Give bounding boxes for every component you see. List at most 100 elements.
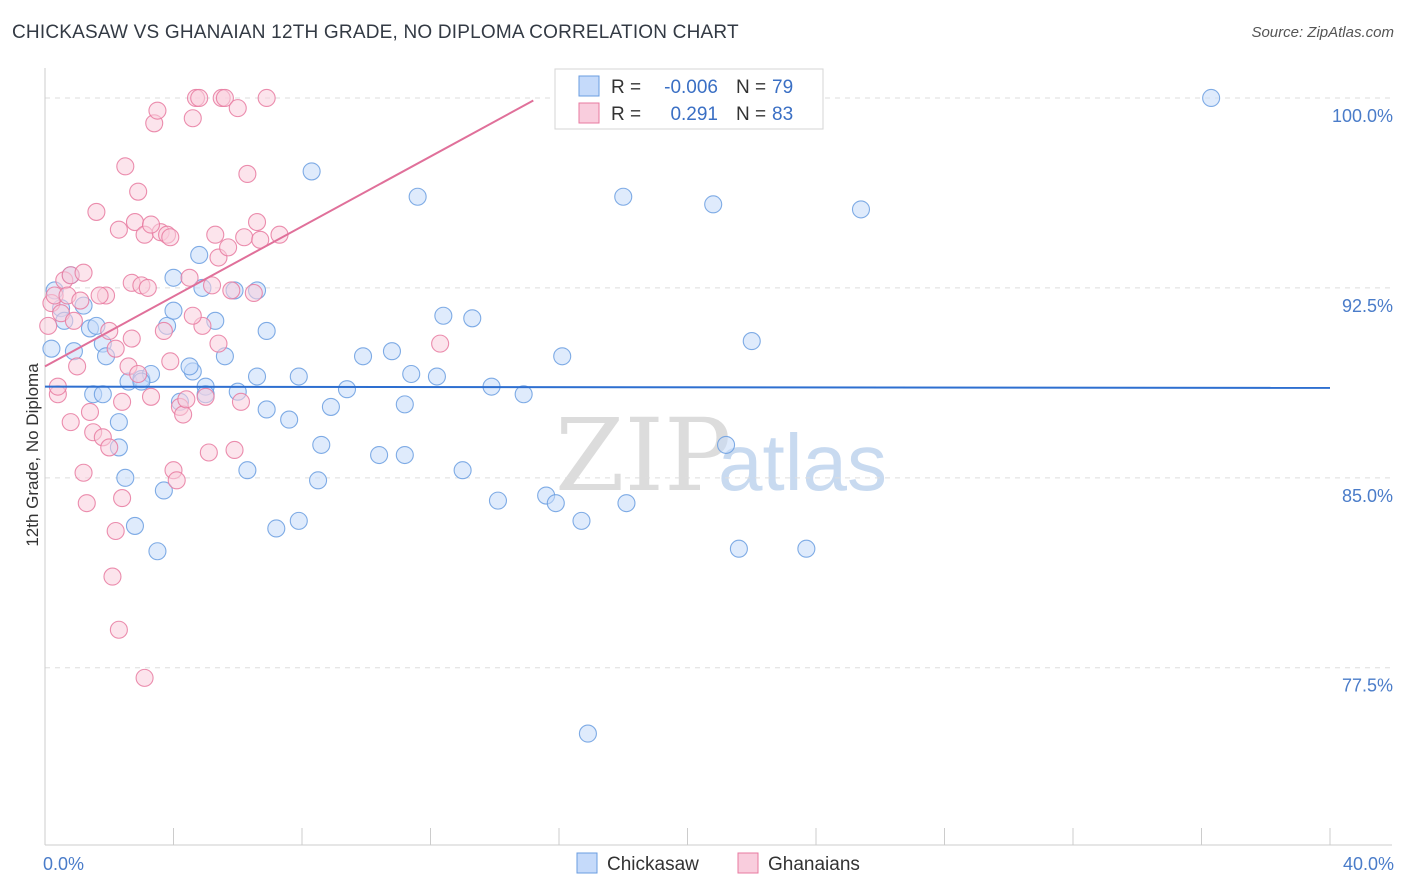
- point-chickasaw: [148, 542, 167, 561]
- point-ghanaians: [231, 392, 251, 411]
- point-chickasaw: [851, 200, 871, 219]
- y-tick-label: 100.0%: [1332, 106, 1393, 126]
- legend-n-label: N =: [736, 104, 766, 125]
- point-chickasaw: [434, 306, 453, 325]
- legend-r-label: R =: [611, 77, 641, 98]
- trend-lines: [44, 99, 1331, 389]
- y-tick-label: 92.5%: [1342, 296, 1393, 316]
- point-ghanaians: [64, 311, 83, 330]
- point-chickasaw: [164, 268, 183, 287]
- point-chickasaw: [716, 435, 736, 454]
- bottom-legend-label-chickasaw: Chickasaw: [607, 854, 699, 875]
- y-tick-label: 85.0%: [1342, 486, 1393, 506]
- point-ghanaians: [148, 101, 167, 120]
- point-chickasaw: [1202, 88, 1221, 108]
- grid-lines: [45, 97, 1392, 669]
- point-ghanaians: [100, 438, 119, 457]
- point-ghanaians: [215, 88, 234, 108]
- point-chickasaw: [572, 511, 591, 530]
- point-ghanaians: [113, 489, 132, 508]
- point-chickasaw: [402, 364, 421, 384]
- point-chickasaw: [42, 339, 61, 358]
- point-ghanaians: [106, 521, 125, 541]
- point-ghanaians: [174, 405, 193, 424]
- point-chickasaw: [337, 380, 357, 399]
- point-ghanaians: [257, 88, 276, 108]
- point-ghanaians: [74, 463, 93, 482]
- point-chickasaw: [289, 367, 308, 386]
- point-ghanaians: [228, 99, 247, 118]
- point-ghanaians: [129, 182, 148, 201]
- point-ghanaians: [68, 357, 87, 376]
- legend-n-value-ghanaians: 83: [772, 104, 793, 125]
- point-ghanaians: [183, 109, 202, 128]
- point-ghanaians: [39, 316, 58, 335]
- point-ghanaians: [244, 283, 263, 303]
- watermark-zip: ZIP: [555, 397, 731, 514]
- point-ghanaians: [225, 440, 244, 460]
- point-ghanaians: [177, 390, 196, 409]
- point-ghanaians: [209, 334, 228, 353]
- point-chickasaw: [247, 367, 267, 386]
- point-chickasaw: [729, 539, 748, 558]
- legend-box: [554, 68, 824, 130]
- legend-swatch-chickasaw: [578, 75, 600, 97]
- point-ghanaians: [154, 321, 173, 341]
- x-tick-label: 40.0%: [1343, 854, 1394, 874]
- point-ghanaians: [80, 402, 100, 422]
- point-ghanaians: [129, 364, 148, 384]
- series-ghanaians-points: [39, 88, 450, 687]
- point-chickasaw: [427, 367, 446, 386]
- point-ghanaians: [141, 387, 161, 406]
- bottom-legend-swatch-ghanaians: [737, 852, 759, 874]
- point-ghanaians: [87, 202, 106, 221]
- bottom-legend-label-ghanaians: Ghanaians: [768, 854, 860, 875]
- point-ghanaians: [183, 306, 202, 325]
- legend-r-label: R =: [611, 104, 641, 125]
- point-chickasaw: [408, 187, 427, 206]
- point-chickasaw: [382, 342, 402, 361]
- legend-n-value-chickasaw: 79: [772, 77, 793, 98]
- point-ghanaians: [235, 228, 254, 247]
- point-ghanaians: [109, 620, 128, 639]
- point-ghanaians: [161, 352, 180, 371]
- point-ghanaians: [90, 286, 109, 305]
- point-chickasaw: [257, 400, 276, 419]
- point-chickasaw: [93, 385, 112, 404]
- point-ghanaians: [138, 278, 157, 297]
- point-chickasaw: [321, 397, 340, 416]
- point-chickasaw: [312, 435, 331, 454]
- point-ghanaians: [116, 157, 135, 176]
- point-ghanaians: [71, 291, 90, 310]
- point-ghanaians: [238, 164, 257, 184]
- point-ghanaians: [113, 392, 132, 411]
- point-chickasaw: [164, 301, 183, 320]
- y-axis-label: 12th Grade, No Diploma: [23, 363, 42, 547]
- watermark-atlas: atlas: [718, 418, 887, 507]
- chart-title: CHICKASAW VS GHANAIAN 12TH GRADE, NO DIP…: [12, 22, 739, 43]
- point-ghanaians: [167, 471, 186, 490]
- point-chickasaw: [553, 347, 572, 366]
- point-ghanaians: [431, 334, 450, 353]
- point-chickasaw: [704, 195, 723, 214]
- point-chickasaw: [109, 413, 128, 432]
- point-chickasaw: [370, 445, 389, 465]
- point-chickasaw: [353, 347, 373, 366]
- point-ghanaians: [109, 220, 128, 239]
- legend-swatch-ghanaians: [578, 102, 600, 124]
- legend-r-value-chickasaw: -0.006: [664, 77, 718, 98]
- y-tick-labels: 100.0% 92.5% 85.0% 77.5%: [1332, 106, 1393, 696]
- point-chickasaw: [617, 494, 636, 513]
- point-ghanaians: [103, 567, 122, 586]
- point-chickasaw: [514, 385, 533, 404]
- bottom-legend-swatch-chickasaw: [576, 852, 598, 874]
- point-ghanaians: [196, 387, 215, 406]
- trend-line-chickasaw: [44, 385, 1331, 389]
- chart-source: Source: ZipAtlas.com: [1251, 24, 1394, 41]
- point-chickasaw: [280, 410, 299, 429]
- point-ghanaians: [206, 225, 225, 244]
- point-chickasaw: [309, 471, 328, 490]
- x-tick-label: 0.0%: [43, 854, 84, 874]
- point-ghanaians: [74, 263, 93, 282]
